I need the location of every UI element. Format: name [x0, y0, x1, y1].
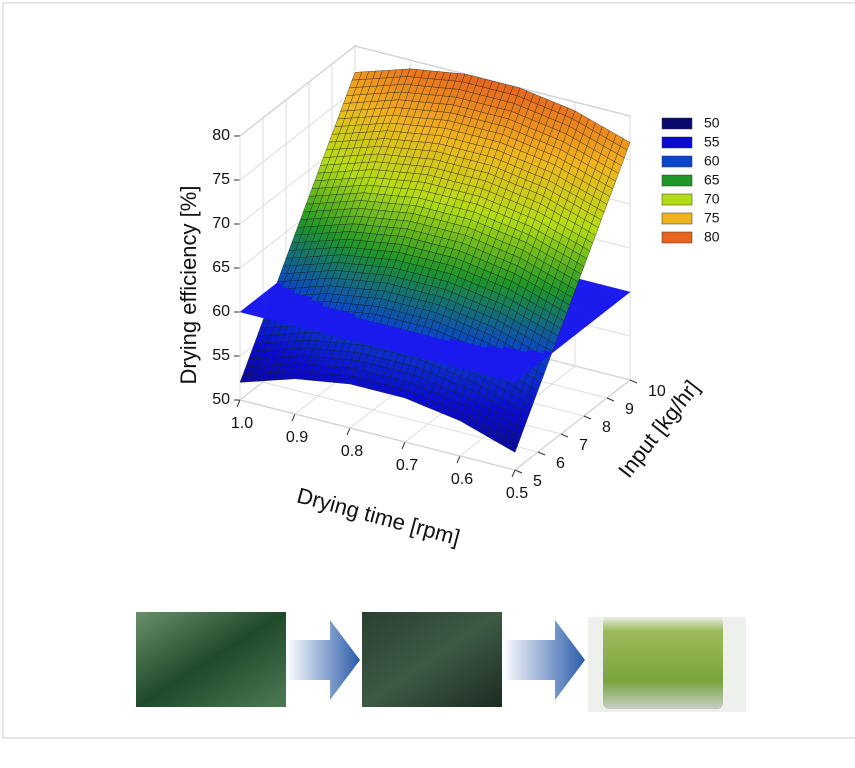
photo-fresh-leaves [136, 612, 286, 707]
x-tick-label: 0.5 [506, 485, 528, 502]
legend-label: 65 [704, 172, 720, 188]
tick-mark [347, 428, 350, 435]
legend-label: 55 [704, 134, 720, 150]
tick-mark [402, 442, 405, 449]
legend-swatch [662, 137, 692, 148]
tick-mark [561, 434, 568, 437]
legend-swatch [662, 194, 692, 205]
tick-mark [538, 452, 545, 455]
z-tick-label: 80 [212, 127, 230, 144]
chart: 505560657075801.00.90.80.70.60.55678910 … [0, 0, 855, 763]
z-tick-label: 50 [212, 391, 230, 408]
x-tick-label: 0.8 [341, 443, 363, 460]
x-tick-label: 0.6 [451, 471, 473, 488]
x-tick-label: 1.0 [231, 415, 253, 432]
legend-label: 50 [704, 115, 720, 131]
plot-area: 50 55 60 65 70 75 80 1.0 0.9 0.8 0.7 0.6 0.5 56789 10 [212, 46, 666, 502]
z-axis-label: Drying efficiency [%] [176, 186, 201, 385]
page: 505560657075801.00.90.80.70.60.55678910 … [0, 0, 855, 768]
tick-mark [512, 470, 515, 477]
legend: 50 55 60 65 70 75 80 [662, 115, 720, 245]
y-tick-label: 8 [602, 419, 611, 436]
tick-mark [457, 456, 460, 463]
tick-mark [584, 416, 591, 419]
x-tick-label: 0.9 [286, 429, 308, 446]
x-axis-label: Drying time [rpm] [294, 483, 462, 550]
legend-swatch [662, 213, 692, 224]
z-tick-label: 70 [212, 215, 230, 232]
y-tick-label: 10 [648, 383, 666, 400]
photo-extract-jar [603, 617, 723, 709]
y-tick-label: 9 [625, 401, 634, 418]
legend-label: 80 [704, 229, 720, 245]
z-tick-label: 55 [212, 347, 230, 364]
photo-dried-leaves [362, 612, 502, 707]
process-images [136, 612, 746, 712]
legend-label: 75 [704, 210, 720, 226]
tick-mark [292, 414, 295, 421]
arrow [502, 620, 585, 700]
tick-mark [515, 470, 522, 473]
y-tick-label: 7 [579, 437, 588, 454]
tick-mark [607, 398, 614, 401]
y-tick-label: 6 [556, 455, 565, 472]
legend-swatch [662, 175, 692, 186]
z-tick-label: 65 [212, 259, 230, 276]
legend-swatch [662, 232, 692, 243]
y-tick-label: 5 [533, 473, 542, 490]
legend-swatch [662, 156, 692, 167]
legend-label: 60 [704, 153, 720, 169]
x-tick-label: 0.7 [396, 457, 418, 474]
legend-label: 70 [704, 191, 720, 207]
z-tick-label: 75 [212, 171, 230, 188]
z-tick-label: 60 [212, 303, 230, 320]
arrow [286, 620, 360, 700]
tick-mark [630, 380, 637, 383]
tick-mark [237, 400, 240, 407]
legend-swatch [662, 118, 692, 129]
